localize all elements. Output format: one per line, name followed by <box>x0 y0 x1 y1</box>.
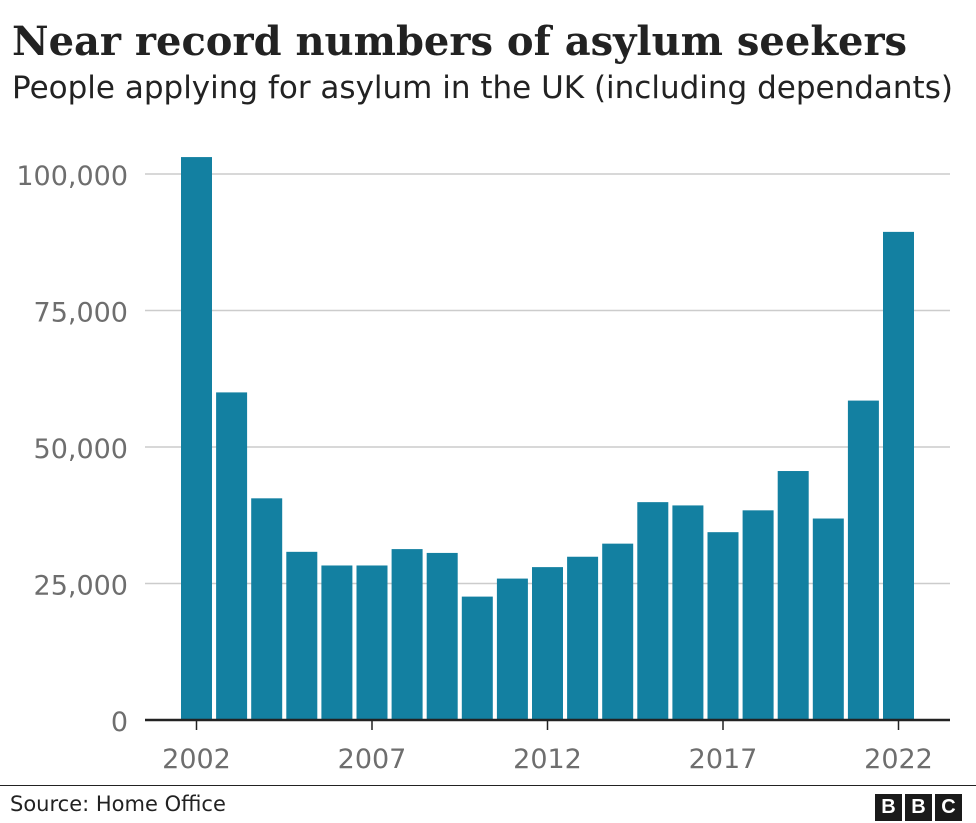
bar <box>602 543 634 720</box>
bar <box>496 578 528 720</box>
x-tick-label: 2017 <box>689 744 758 775</box>
x-tick-label: 2002 <box>162 744 231 775</box>
bar <box>777 471 809 720</box>
bbc-logo-letter: B <box>905 794 932 821</box>
tick-labels: 0 25,000 50,000 75,000 100,000 2002 2007 2012 20… <box>16 161 933 775</box>
bar <box>637 502 669 720</box>
y-tick-label: 50,000 <box>34 434 128 465</box>
bar <box>426 552 458 720</box>
bar-chart: 0 25,000 50,000 75,000 100,000 2002 2007 2012 20… <box>16 157 950 775</box>
y-tick-label: 75,000 <box>34 298 128 329</box>
bar <box>883 231 914 720</box>
bar <box>567 556 599 720</box>
bar <box>847 400 879 720</box>
bar <box>707 532 739 720</box>
bar <box>461 596 493 720</box>
x-tick-label: 2022 <box>864 744 933 775</box>
y-tick-label: 100,000 <box>16 161 128 192</box>
bbc-logo: B B C <box>875 794 962 821</box>
bar <box>321 565 353 720</box>
bar <box>286 551 318 720</box>
footer-divider <box>0 785 976 786</box>
x-tick-label: 2007 <box>338 744 407 775</box>
bar <box>812 518 844 720</box>
bar <box>356 565 388 720</box>
bar <box>391 549 423 720</box>
bar <box>251 498 283 720</box>
bar <box>672 505 704 720</box>
bars <box>181 157 914 721</box>
chart-title: Near record numbers of asylum seekers <box>12 18 908 65</box>
bar <box>216 392 248 720</box>
bbc-logo-letter: B <box>875 794 902 821</box>
x-axis <box>145 718 950 730</box>
bbc-logo-letter: C <box>935 794 962 821</box>
y-tick-label: 25,000 <box>34 571 128 602</box>
chart-subtitle: People applying for asylum in the UK (in… <box>12 70 953 106</box>
x-tick-label: 2012 <box>513 744 582 775</box>
bar <box>532 567 563 720</box>
y-tick-label: 0 <box>111 707 128 738</box>
bar <box>181 157 212 721</box>
source-note: Source: Home Office <box>10 792 226 816</box>
bar <box>742 510 774 720</box>
